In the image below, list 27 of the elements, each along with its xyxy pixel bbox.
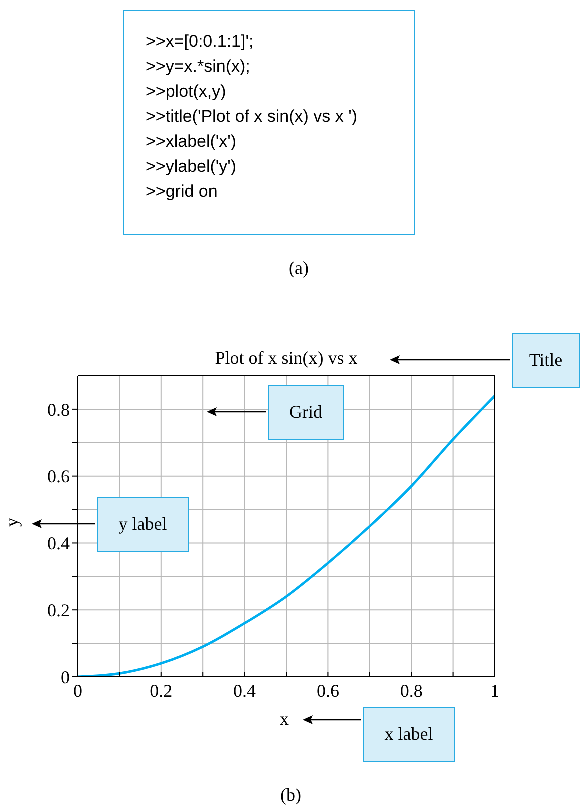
x-tick-label: 0.2: [150, 680, 173, 701]
text: (b): [280, 785, 302, 806]
x-tick-label: 0: [74, 680, 82, 701]
text: (a): [288, 258, 310, 279]
y-tick-label: 0.2: [48, 600, 70, 620]
callout-box: y label: [97, 497, 189, 552]
callout-box: Title: [512, 333, 580, 388]
y-tick-label: 0.4: [48, 534, 70, 554]
text: >>y=x.*sin(x);: [146, 56, 252, 78]
text: >>plot(x,y): [146, 81, 228, 103]
x-tick-label: 0.4: [234, 680, 256, 701]
y-axis-title: y: [2, 518, 23, 527]
y-tick-label: 0.6: [48, 466, 70, 487]
y-tick-label: 0: [61, 667, 70, 688]
text: >>x=[0:0.1:1]';: [146, 31, 255, 53]
x-tick-label: 0.8: [400, 680, 423, 701]
x-tick-label: 1: [490, 680, 500, 701]
chart-title: Plot of x sin(x) vs x: [214, 348, 359, 369]
x-tick-label: 0.6: [316, 680, 340, 701]
text: >>title('Plot of x sin(x) vs x '): [146, 106, 358, 128]
callout-box: x label: [363, 707, 455, 762]
text: >>xlabel('x'): [146, 131, 238, 153]
callout-box: Grid: [268, 385, 344, 440]
y-tick-label: 0.8: [48, 400, 70, 420]
text: >>grid on: [146, 181, 219, 203]
text: >>ylabel('y'): [146, 156, 238, 178]
x-axis-title: x: [280, 709, 289, 730]
